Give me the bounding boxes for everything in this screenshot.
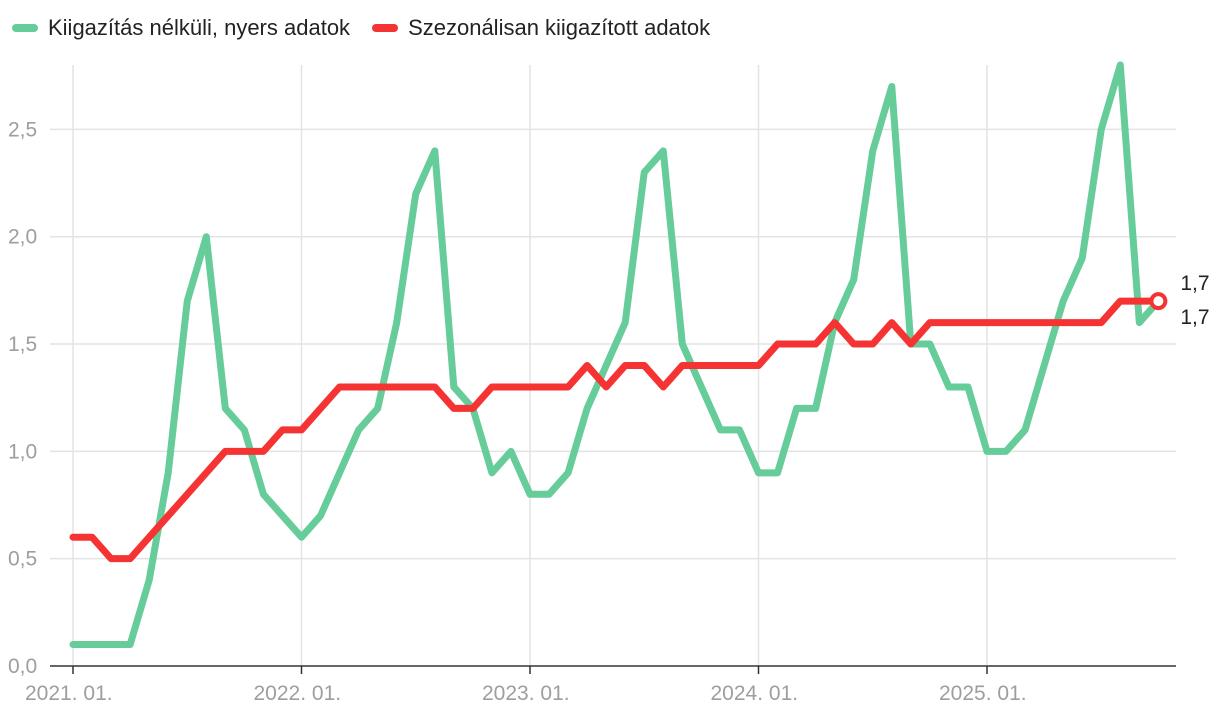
y-tick-label: 1,5 bbox=[8, 333, 37, 356]
series-line-seasonal bbox=[69, 297, 1162, 563]
legend: Kiigazítás nélküli, nyers adatok Szezoná… bbox=[12, 12, 710, 44]
legend-swatch-seasonal bbox=[372, 24, 399, 32]
x-tick-label: 2024. 01. bbox=[711, 682, 799, 705]
y-tick-label: 1,0 bbox=[8, 440, 37, 463]
y-tick-label: 2,0 bbox=[8, 226, 37, 249]
x-tick-label: 2025. 01. bbox=[939, 682, 1027, 705]
end-label-raw: 1,7 bbox=[1180, 272, 1209, 295]
legend-swatch-raw bbox=[12, 24, 38, 32]
y-tick-label: 2,5 bbox=[8, 118, 37, 141]
legend-item-raw[interactable]: Kiigazítás nélküli, nyers adatok bbox=[12, 15, 350, 41]
legend-label-seasonal: Szezonálisan kiigazított adatok bbox=[408, 15, 711, 40]
series bbox=[69, 61, 1168, 649]
y-tick-label: 0,0 bbox=[8, 655, 37, 678]
series-line-raw bbox=[69, 61, 1162, 649]
axes: 0,0 0,5 1,0 1,5 2,0 2,5 2021. 01. 2022. 01. 2023… bbox=[8, 118, 1176, 705]
data-labels: 1,71,7 bbox=[1180, 272, 1209, 329]
x-tick-label: 2021. 01. bbox=[25, 682, 113, 705]
end-label-seasonal: 1,7 bbox=[1180, 306, 1209, 329]
legend-item-seasonal[interactable]: Szezonálisan kiigazított adatok bbox=[372, 15, 710, 41]
y-tick-label: 0,5 bbox=[8, 548, 37, 571]
legend-label-raw: Kiigazítás nélküli, nyers adatok bbox=[48, 15, 351, 40]
x-tick-label: 2022. 01. bbox=[254, 682, 342, 705]
end-point-marker-seasonal bbox=[1149, 292, 1168, 311]
x-tick-label: 2023. 01. bbox=[482, 682, 570, 705]
